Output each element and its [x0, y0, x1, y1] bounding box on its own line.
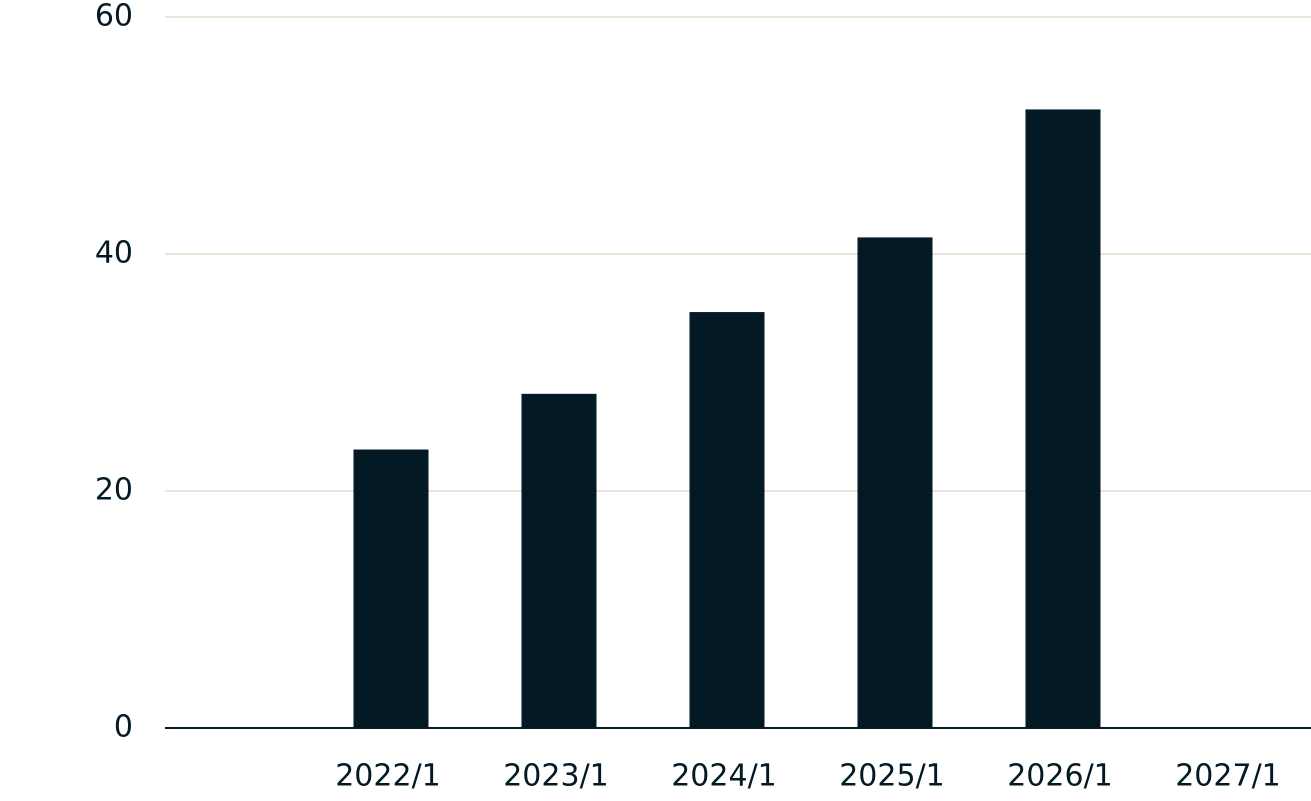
bar [353, 449, 429, 728]
y-tick-label: 0 [114, 710, 133, 745]
y-tick-label: 60 [95, 0, 133, 34]
bar [1025, 109, 1101, 729]
y-tick-label: 40 [95, 236, 133, 271]
y-tick-label: 20 [95, 473, 133, 508]
x-tick-label: 2022/1 [335, 759, 441, 794]
bar [857, 237, 933, 728]
x-tick-label: 2023/1 [503, 759, 609, 794]
bar [689, 312, 765, 728]
x-tick-label: 2027/1 [1175, 759, 1281, 794]
x-tick-label: 2025/1 [839, 759, 945, 794]
bar [521, 393, 597, 728]
x-tick-label: 2026/1 [1007, 759, 1113, 794]
x-tick-label: 2024/1 [671, 759, 777, 794]
